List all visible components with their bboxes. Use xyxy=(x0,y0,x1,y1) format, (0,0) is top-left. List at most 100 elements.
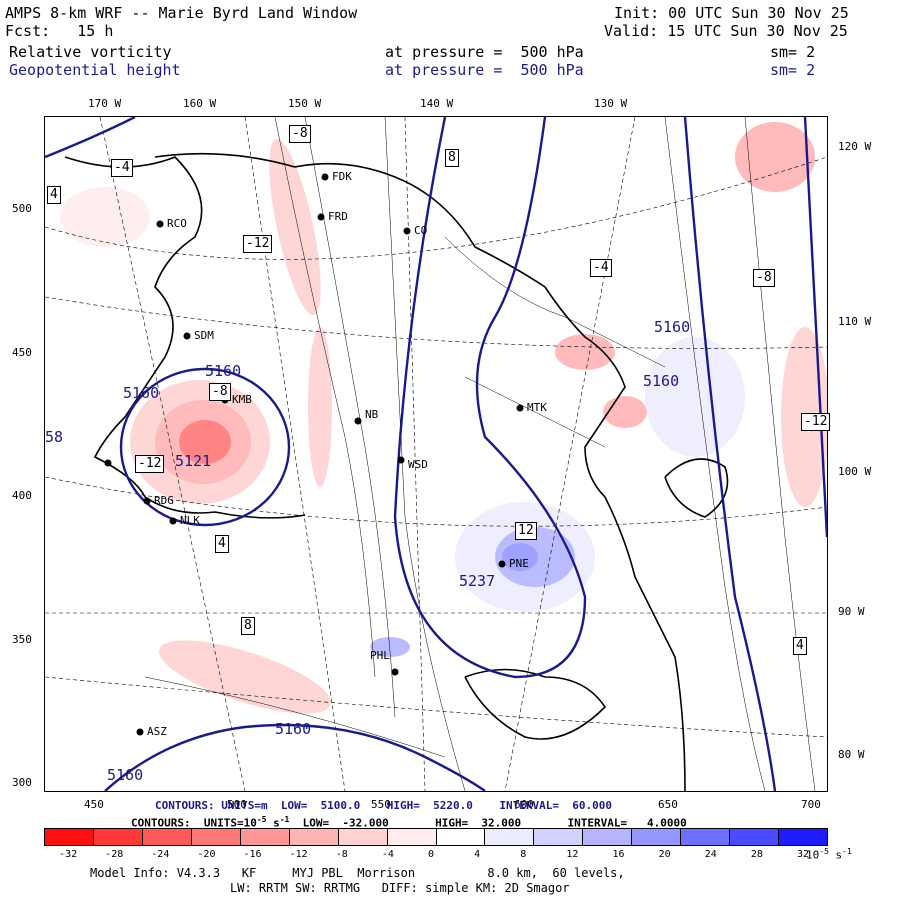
right-lon-label: 80 W xyxy=(838,748,865,761)
colorbar-swatch xyxy=(779,829,827,845)
station-label: ASZ xyxy=(147,725,167,738)
station-label: WSD xyxy=(408,458,428,471)
station-label: RDG xyxy=(154,494,174,507)
vorticity-label: -12 xyxy=(243,235,273,253)
station-label: MTK xyxy=(527,401,547,414)
colorbar-tick-label: 0 xyxy=(428,849,435,860)
colorbar-tick-label: -28 xyxy=(105,849,124,860)
colorbar-swatch xyxy=(632,829,682,845)
colorbar-swatch xyxy=(436,829,486,845)
colorbar-swatch xyxy=(485,829,535,845)
height-label: 58 xyxy=(45,428,64,446)
colorbar-swatch xyxy=(191,829,241,845)
height-label: 5160 xyxy=(643,372,680,390)
station-label: KMB xyxy=(232,393,252,406)
x-tick-label: 600 xyxy=(514,798,534,811)
colorbar-swatch xyxy=(142,829,192,845)
valid-time: Valid: 15 UTC Sun 30 Nov 25 xyxy=(604,22,848,40)
map-title: AMPS 8-km WRF -- Marie Byrd Land Window xyxy=(5,4,358,22)
vorticity-contour-info: CONTOURS: UNITS=10-5 s-1 LOW= -32.000 HI… xyxy=(131,815,687,830)
colorbar-tick-label: 16 xyxy=(612,849,625,860)
height-label: 5160 xyxy=(107,766,144,784)
height-contours xyxy=(44,115,829,792)
colorbar-tick-label: 28 xyxy=(750,849,763,860)
colorbar-tick-label: -20 xyxy=(197,849,216,860)
vorticity-label: 4 xyxy=(793,637,807,655)
colorbar-tick-label: -8 xyxy=(335,849,348,860)
colorbar-tick-label: -12 xyxy=(289,849,308,860)
coastline xyxy=(64,152,729,792)
vorticity-label: -12 xyxy=(135,455,165,473)
colorbar-unit: 10-5 s-1 xyxy=(806,847,852,862)
y-tick-label: 300 xyxy=(12,776,32,789)
vorticity-label: -4 xyxy=(590,259,612,277)
init-time: Init: 00 UTC Sun 30 Nov 25 xyxy=(614,4,849,22)
y-tick-label: 450 xyxy=(12,346,32,359)
station-label: PHL xyxy=(370,649,390,662)
colorbar-tick-label: 4 xyxy=(474,849,481,860)
colorbar-tick-label: 20 xyxy=(658,849,671,860)
height-label: 5160 xyxy=(123,384,160,402)
x-tick-label: 550 xyxy=(371,798,391,811)
colorbar-tick-label: -24 xyxy=(151,849,170,860)
vorticity-shading xyxy=(60,122,829,714)
vorticity-label: -8 xyxy=(289,125,311,143)
colorbar-swatch xyxy=(681,829,731,845)
height-label: 5160 xyxy=(205,362,242,380)
y-tick-label: 500 xyxy=(12,202,32,215)
colorbar-tick-label: -16 xyxy=(243,849,262,860)
x-tick-label: 500 xyxy=(227,798,247,811)
vorticity-label: 8 xyxy=(241,617,255,635)
colorbar-swatch xyxy=(45,829,94,845)
right-lon-label: 100 W xyxy=(838,465,872,478)
height-contour-info: CONTOURS: UNITS=m LOW= 5100.0 HIGH= 5220… xyxy=(155,799,612,812)
map-panel[interactable]: FDK FRD RCO CO SDM KMB NB MTK WSD RDG NL… xyxy=(44,115,831,792)
height-label: 5237 xyxy=(459,572,496,590)
colorbar-swatch xyxy=(338,829,388,845)
right-lon-label: 120 W xyxy=(838,140,872,153)
colorbar-swatch xyxy=(289,829,339,845)
field2-name: Geopotential height xyxy=(9,61,181,79)
x-tick-label: 450 xyxy=(84,798,104,811)
vorticity-label: -8 xyxy=(209,383,231,401)
top-lon-label: 170 W xyxy=(88,97,122,110)
top-lon-label: 130 W xyxy=(594,97,628,110)
colorbar-swatch xyxy=(93,829,143,845)
field2-smoothing: sm= 2 xyxy=(770,61,816,79)
station-label: NB xyxy=(365,408,379,421)
field2-level: at pressure = 500 hPa xyxy=(385,61,584,79)
colorbar-swatch xyxy=(534,829,584,845)
colorbar xyxy=(44,828,828,846)
colorbar-swatch xyxy=(730,829,780,845)
station-label: FRD xyxy=(328,210,348,223)
vorticity-contours xyxy=(144,116,816,792)
model-info: Model Info: V4.3.3 KF MYJ PBL Morrison 8… xyxy=(90,866,625,880)
field1-name: Relative vorticity xyxy=(9,43,172,61)
vorticity-label: -8 xyxy=(753,269,775,287)
height-label: 5160 xyxy=(275,720,312,738)
colorbar-tick-label: 32 xyxy=(796,849,809,860)
stations xyxy=(104,173,524,736)
colorbar-tick-label: 24 xyxy=(704,849,717,860)
colorbar-swatch xyxy=(240,829,290,845)
right-lon-label: 90 W xyxy=(838,605,865,618)
y-tick-label: 400 xyxy=(12,489,32,502)
vorticity-label: 4 xyxy=(47,186,61,204)
vorticity-label: -4 xyxy=(111,159,133,177)
field1-smoothing: sm= 2 xyxy=(770,43,816,61)
colorbar-tick-label: -32 xyxy=(59,849,78,860)
x-tick-label: 650 xyxy=(658,798,678,811)
top-lon-label: 160 W xyxy=(183,97,217,110)
station-label: NLK xyxy=(180,514,200,527)
y-tick-label: 350 xyxy=(12,633,32,646)
station-label: SDM xyxy=(194,329,214,342)
top-lon-label: 150 W xyxy=(288,97,322,110)
height-label: 5121 xyxy=(175,452,212,470)
field1-level: at pressure = 500 hPa xyxy=(385,43,584,61)
vorticity-label: 8 xyxy=(445,149,459,167)
vorticity-label: -12 xyxy=(801,413,831,431)
station-label: CO xyxy=(414,224,428,237)
forecast-hour: Fcst: 15 h xyxy=(5,22,114,40)
vorticity-label: 4 xyxy=(215,535,229,553)
colorbar-swatch xyxy=(387,829,437,845)
